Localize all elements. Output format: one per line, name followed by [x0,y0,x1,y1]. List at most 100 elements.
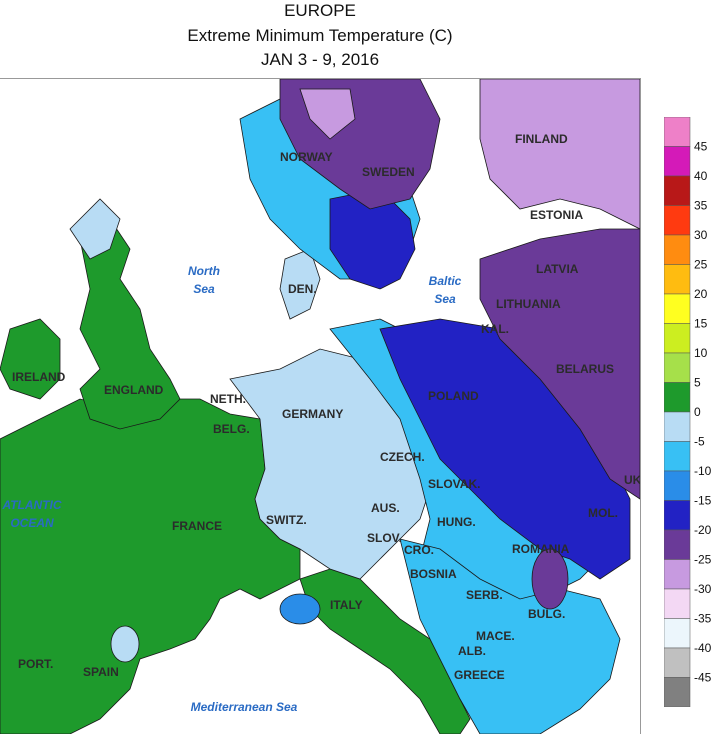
legend-swatch [664,588,691,619]
country-labels: NORWAY SWEDEN FINLAND ESTONIA LATVIA LITHUANI… [12,132,641,682]
country-label: DEN. [288,282,317,296]
legend-swatch [664,500,691,531]
map-date-range: JAN 3 - 9, 2016 [260,50,380,69]
country-label: NORWAY [280,150,333,164]
legend-swatch [664,264,691,295]
legend-swatch [664,529,691,560]
map-title: EUROPE [284,1,356,20]
legend-swatch [664,677,691,707]
legend-tick-label: 35 [694,199,708,213]
region-scotland [69,198,121,260]
country-label: CZECH. [380,450,425,464]
country-label: SERB. [466,588,503,602]
country-label: FINLAND [515,132,568,146]
legend-tick-label: -40 [694,641,712,655]
legend-tick-label: 20 [694,287,708,301]
country-label: PORT. [18,657,53,671]
region-norway-lavender [299,88,356,140]
legend-swatch [664,647,691,678]
country-label: BOSNIA [410,567,457,581]
country-label: UK [624,473,641,487]
legend-tick-label: 25 [694,258,708,272]
region-britain [79,218,181,430]
baltic-sea-label: Sea [434,292,456,306]
map-subtitle: Extreme Minimum Temperature (C) [187,26,453,45]
legend-tick-label: 30 [694,228,708,242]
legend-swatch [664,175,691,206]
legend-swatch [664,234,691,265]
region-italy [299,568,471,734]
country-label: CRO. [404,543,434,557]
country-label: ESTONIA [530,208,583,222]
legend-tick-label: -30 [694,582,712,596]
country-label: SWEDEN [362,165,415,179]
legend-tick-label: 5 [694,376,701,390]
legend-swatch [664,293,691,324]
north-sea-label: Sea [193,282,215,296]
country-label: IRELAND [12,370,66,384]
baltic-sea-label: Baltic [429,274,462,288]
mediterranean-sea-label: Mediterranean Sea [191,700,298,714]
country-label: NETH. [210,392,246,406]
region-ireland [0,318,61,400]
legend-swatch [664,205,691,236]
legend-swatch [664,352,691,383]
legend-swatch [664,382,691,413]
region-finland [479,79,640,230]
region-spain-cold-patch [110,625,140,663]
country-label: ENGLAND [104,383,164,397]
country-label: AUS. [371,501,400,515]
country-label: LITHUANIA [496,297,561,311]
legend-ticks: 45 40 35 30 25 20 15 10 5 0 -5 -10 -15 -20 -25 -30 -35 -4… [694,140,712,685]
country-label: SWITZ. [266,513,307,527]
country-label: GERMANY [282,407,343,421]
legend-tick-label: -45 [694,671,712,685]
country-label: ITALY [330,598,363,612]
north-sea-label: North [188,264,220,278]
region-alps-cold-patch [279,593,321,625]
country-label: MACE. [476,629,515,643]
legend-swatch [664,117,691,147]
country-label: GREECE [454,668,505,682]
country-label: SLOVAK. [428,477,480,491]
legend-tick-label: 10 [694,346,708,360]
country-label: ROMANIA [512,542,570,556]
country-label: LATVIA [536,262,579,276]
country-label: SLOV. [367,531,402,545]
legend-swatch [664,441,691,472]
legend-swatches [664,117,691,707]
region-baltics-purple [479,228,640,500]
region-balkans [399,538,621,734]
legend-tick-label: 15 [694,317,708,331]
legend-swatch [664,559,691,590]
legend-swatch [664,618,691,649]
country-label: KAL. [481,322,509,336]
country-label: POLAND [428,389,479,403]
country-label: BELARUS [556,362,614,376]
country-label: BULG. [528,607,565,621]
legend-swatch [664,146,691,177]
legend-tick-label: -20 [694,523,712,537]
legend-swatch [664,470,691,501]
country-label: BELG. [213,422,250,436]
atlantic-ocean-label: OCEAN [10,516,54,530]
legend-tick-label: -5 [694,435,705,449]
region-romania-cold-patch [531,548,569,610]
temperature-map: NORWAY SWEDEN FINLAND ESTONIA LATVIA LITHUANI… [0,78,641,734]
legend-tick-label: -25 [694,553,712,567]
country-label: HUNG. [437,515,476,529]
country-label: FRANCE [172,519,222,533]
atlantic-ocean-label: ATLANTIC [1,498,61,512]
legend-tick-label: 45 [694,140,708,154]
legend-tick-label: -35 [694,612,712,626]
country-label: MOL. [588,506,618,520]
country-label: SPAIN [83,665,119,679]
legend-tick-label: 40 [694,169,708,183]
legend-tick-label: -10 [694,464,712,478]
legend-swatch [664,323,691,354]
legend-tick-label: -15 [694,494,712,508]
legend-swatch [664,411,691,442]
legend-tick-label: 0 [694,405,701,419]
sea-labels: North Sea Baltic Sea ATLANTIC OCEAN Mediterran… [1,264,461,714]
temperature-legend: 45 40 35 30 25 20 15 10 5 0 -5 -10 -15 -20 -25 -30 -35 -4… [664,117,712,707]
